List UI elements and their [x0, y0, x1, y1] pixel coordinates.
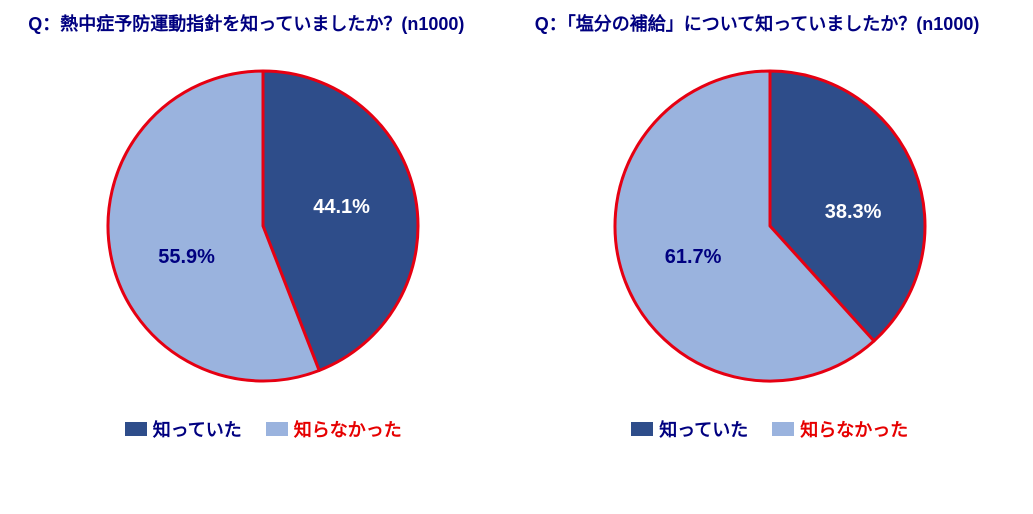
- legend-text: 知らなかった: [294, 416, 402, 442]
- legend-item: 知らなかった: [772, 416, 908, 442]
- legend-1: 知っていた 知らなかった: [125, 416, 402, 442]
- slice-label-2a: 38.3%: [825, 201, 882, 224]
- slice-label-2b: 61.7%: [665, 246, 722, 269]
- legend-text: 知っていた: [659, 416, 748, 442]
- legend-swatch: [631, 422, 653, 436]
- chart-title-1: Q：熱中症予防運動指針を知っていましたか？(n1000): [18, 10, 464, 36]
- pie-chart-2: 38.3% 61.7%: [610, 66, 930, 386]
- legend-2: 知っていた 知らなかった: [631, 416, 908, 442]
- slice-label-1a: 44.1%: [313, 196, 370, 219]
- right-panel: Q：「塩分の補給」について知っていましたか？(n1000) 38.3% 61.7…: [525, 10, 1015, 442]
- legend-text: 知っていた: [153, 416, 242, 442]
- pie-chart-1: 44.1% 55.9%: [103, 66, 423, 386]
- left-panel: Q：熱中症予防運動指針を知っていましたか？(n1000) 44.1% 55.9%…: [18, 10, 508, 442]
- legend-item: 知っていた: [631, 416, 748, 442]
- charts-container: Q：熱中症予防運動指針を知っていましたか？(n1000) 44.1% 55.9%…: [10, 10, 1023, 442]
- slice-label-1b: 55.9%: [158, 246, 215, 269]
- legend-item: 知っていた: [125, 416, 242, 442]
- legend-item: 知らなかった: [266, 416, 402, 442]
- chart-title-2: Q：「塩分の補給」について知っていましたか？(n1000): [525, 10, 980, 36]
- legend-swatch: [266, 422, 288, 436]
- legend-swatch: [772, 422, 794, 436]
- legend-swatch: [125, 422, 147, 436]
- legend-text: 知らなかった: [800, 416, 908, 442]
